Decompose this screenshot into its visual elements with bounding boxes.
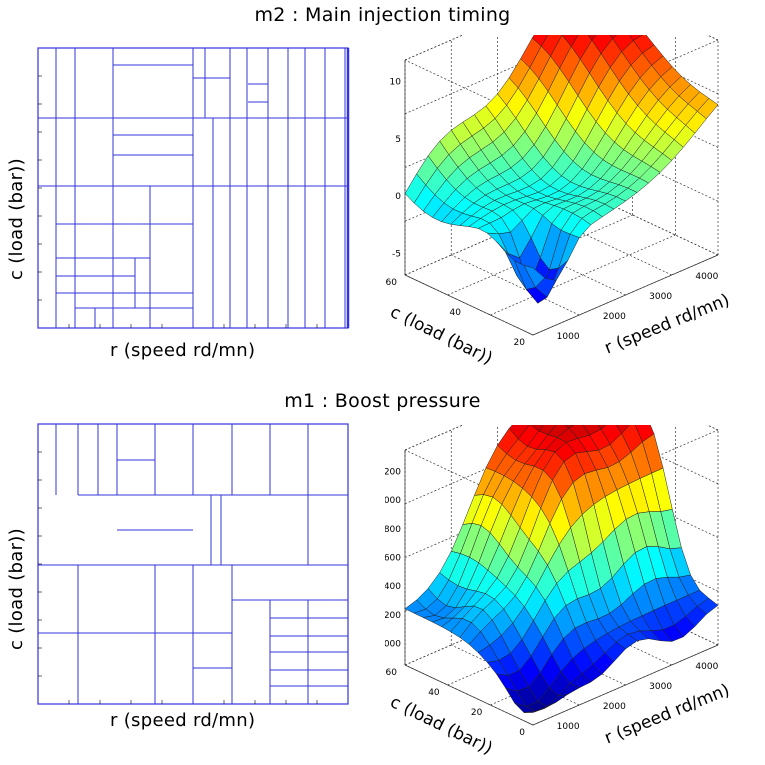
z-tick-label: 1200 xyxy=(385,611,401,621)
grid-line xyxy=(404,449,534,511)
z-tick-label: 1600 xyxy=(385,554,401,564)
grid-line xyxy=(404,425,464,451)
grid-line xyxy=(404,35,464,61)
x-axis-label-top: r (speed rd/mn) xyxy=(110,340,256,361)
y-tick-label: 40 xyxy=(450,308,462,318)
surface-plot-boost: 1000 2000 3000 4000 0 20 40 60 1000 1200 1400 1600 1… xyxy=(385,425,733,759)
surface-patch xyxy=(523,708,545,713)
x-tick-label: 4000 xyxy=(695,662,718,672)
grid-line xyxy=(451,254,580,316)
z-tick-label: 10 xyxy=(390,78,402,88)
z-tick-label: 0 xyxy=(395,192,401,202)
surface-patch xyxy=(609,35,618,39)
surface-patch xyxy=(587,35,597,41)
x-tick-label: 3000 xyxy=(649,292,672,302)
y-axis-label: c (load (bar)) xyxy=(387,302,496,369)
x-axis-line xyxy=(532,254,719,336)
y-axis-line xyxy=(404,664,534,726)
z-tick-label: 1800 xyxy=(385,525,401,535)
y-tick-label: 20 xyxy=(514,338,526,348)
x-tick-label: 2000 xyxy=(603,312,626,322)
surface-patch xyxy=(598,425,607,430)
z-tick-label: 5 xyxy=(395,135,401,145)
chart-title-bottom: m1 : Boost pressure xyxy=(284,390,481,412)
y-axis-label: c (load (bar)) xyxy=(387,692,496,759)
z-tick-label: 1400 xyxy=(385,582,401,592)
z-tick-label: -5 xyxy=(392,250,401,260)
y-axis-line xyxy=(404,274,534,336)
y-tick-label: 60 xyxy=(386,668,398,678)
x-tick-label: 1000 xyxy=(557,332,580,342)
z-tick-label: 1000 xyxy=(385,640,401,650)
x-tick-label: 3000 xyxy=(649,682,672,692)
y-axis-label-top: c (load (bar)) xyxy=(6,158,27,280)
x-tick-label: 2000 xyxy=(603,702,626,712)
x-tick-label: 1000 xyxy=(557,722,580,732)
plot-frame xyxy=(37,47,349,329)
y-tick-label: 40 xyxy=(428,688,440,698)
z-tick-label: 2200 xyxy=(385,468,401,478)
x-axis-line xyxy=(532,644,719,726)
y-axis-label-bottom: c (load (bar)) xyxy=(6,528,27,650)
chart-title-top: m2 : Main injection timing xyxy=(254,4,511,26)
surface-patch xyxy=(564,425,575,429)
x-axis-label-bottom: r (speed rd/mn) xyxy=(110,710,256,731)
x-tick-label: 4000 xyxy=(695,272,718,282)
grid-line xyxy=(451,644,580,706)
plot-frame-bottom xyxy=(37,423,349,705)
y-tick-label: 20 xyxy=(471,708,483,718)
grid-line xyxy=(404,59,534,121)
y-tick-label: 60 xyxy=(386,278,398,288)
y-tick-label: 0 xyxy=(519,728,525,738)
surface-patch xyxy=(523,265,545,288)
grid-line xyxy=(490,234,676,316)
z-tick-label: 2000 xyxy=(385,496,401,506)
